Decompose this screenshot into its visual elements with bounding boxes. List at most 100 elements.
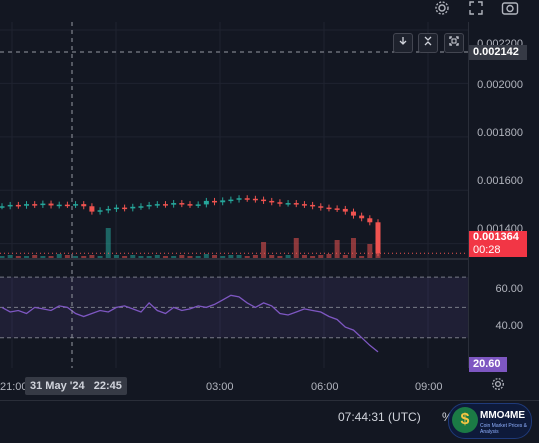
volume-bar xyxy=(7,255,13,258)
crosshair-date-label: 31 May '24 22:45 xyxy=(25,377,127,395)
indicator-value-badge: 20.60 xyxy=(469,357,507,372)
candle-body xyxy=(122,207,128,210)
chevron-down-icon[interactable] xyxy=(393,33,413,53)
candle-body xyxy=(334,208,340,210)
candle-body xyxy=(64,204,70,207)
collapse-icon[interactable] xyxy=(418,33,438,53)
volume-bar xyxy=(113,255,119,258)
volume-bar xyxy=(269,255,275,258)
percent-toggle[interactable]: % xyxy=(442,410,453,424)
candle-countdown: 00:28 xyxy=(473,244,501,256)
time-tick: 09:00 xyxy=(415,381,443,393)
volume-bar xyxy=(162,256,168,258)
candle-body xyxy=(212,200,218,203)
volume-bar xyxy=(301,255,307,258)
candle-body xyxy=(236,198,242,200)
volume-bar xyxy=(40,256,46,258)
candle-body xyxy=(318,206,324,208)
candle-body xyxy=(130,206,136,209)
volume-bar xyxy=(171,256,177,258)
candle-body xyxy=(73,204,79,206)
chart-svg[interactable] xyxy=(0,22,468,368)
volume-bar xyxy=(15,256,21,258)
candle-body xyxy=(48,203,54,206)
candle-body xyxy=(285,203,291,205)
volume-bar xyxy=(310,256,316,258)
price-axis[interactable]: 0.002200 0.002000 0.001800 0.001600 0.00… xyxy=(469,22,539,368)
volume-bar xyxy=(130,255,136,258)
volume-bar xyxy=(146,256,152,258)
candle-body xyxy=(171,203,177,205)
utc-clock[interactable]: 07:44:31 (UTC) xyxy=(338,410,421,424)
volume-bar xyxy=(326,254,332,258)
volume-bar xyxy=(122,256,128,258)
candle-body xyxy=(0,206,5,208)
candle-body xyxy=(162,204,168,206)
camera-icon[interactable] xyxy=(500,0,520,18)
volume-bar xyxy=(48,256,54,258)
axis-settings-icon[interactable] xyxy=(491,377,505,396)
price-tick: 0.001600 xyxy=(477,175,523,187)
logo-text: MMO4ME xyxy=(480,410,525,421)
candle-body xyxy=(269,200,275,203)
candle-body xyxy=(277,202,283,204)
volume-bar xyxy=(64,255,70,258)
volume-bar xyxy=(318,255,324,258)
volume-bar xyxy=(24,256,30,258)
volume-bar xyxy=(138,256,144,258)
last-price-badge: 0.001364 00:28 xyxy=(469,231,527,257)
volume-bar xyxy=(236,255,242,258)
candle-body xyxy=(113,207,119,210)
candle-body xyxy=(326,207,332,210)
candle-body xyxy=(261,199,267,202)
candle-body xyxy=(89,206,95,212)
mmo4me-logo: $ MMO4ME Coin Market Prices & Analysis xyxy=(448,403,532,439)
gear-icon[interactable] xyxy=(432,0,452,18)
volume-bar xyxy=(89,255,95,258)
candle-body xyxy=(187,204,193,206)
volume-bar xyxy=(187,256,193,258)
candle-body xyxy=(56,204,62,207)
volume-bar xyxy=(285,255,291,258)
candle-body xyxy=(350,211,356,216)
candle-body xyxy=(367,218,373,223)
candle-body xyxy=(359,215,365,219)
top-toolbar xyxy=(0,0,539,22)
time-tick: 21:00 xyxy=(0,381,28,393)
volume-bar xyxy=(32,255,38,258)
candle-body xyxy=(220,200,226,203)
dollar-coin-icon: $ xyxy=(452,407,478,433)
volume-bar xyxy=(367,244,373,258)
chart-plot-area[interactable] xyxy=(0,22,469,368)
fullscreen-icon[interactable] xyxy=(466,0,486,18)
candle-body xyxy=(32,204,38,206)
crosshair-date: 31 May '24 xyxy=(30,380,85,392)
candle-body xyxy=(179,203,185,205)
volume-bar xyxy=(73,256,79,258)
candle-body xyxy=(138,206,144,208)
indicator-tick: 40.00 xyxy=(495,320,523,332)
candle-body xyxy=(244,198,250,200)
time-axis[interactable]: 21:00 03:00 06:00 09:00 xyxy=(0,369,539,399)
volume-bar xyxy=(228,255,234,258)
frame-icon[interactable] xyxy=(444,33,464,53)
candle-body xyxy=(293,203,299,205)
candle-body xyxy=(97,210,103,212)
volume-bar xyxy=(179,255,185,258)
candle-body xyxy=(375,222,381,254)
crosshair-time: 22:45 xyxy=(93,380,122,392)
volume-bar xyxy=(252,255,258,258)
volume-bar xyxy=(334,240,340,258)
volume-bar xyxy=(195,256,201,258)
volume-bar xyxy=(359,256,365,258)
volume-bar xyxy=(105,228,111,258)
volume-bar xyxy=(261,242,267,258)
candle-body xyxy=(24,204,30,206)
candle-body xyxy=(310,204,316,207)
candle-body xyxy=(252,198,258,201)
bottom-status-bar: 07:44:31 (UTC) % $ MMO4ME Coin Market Pr… xyxy=(0,400,539,443)
price-tick: 0.002000 xyxy=(477,79,523,91)
volume-bar xyxy=(203,254,209,258)
candle-body xyxy=(228,199,234,202)
